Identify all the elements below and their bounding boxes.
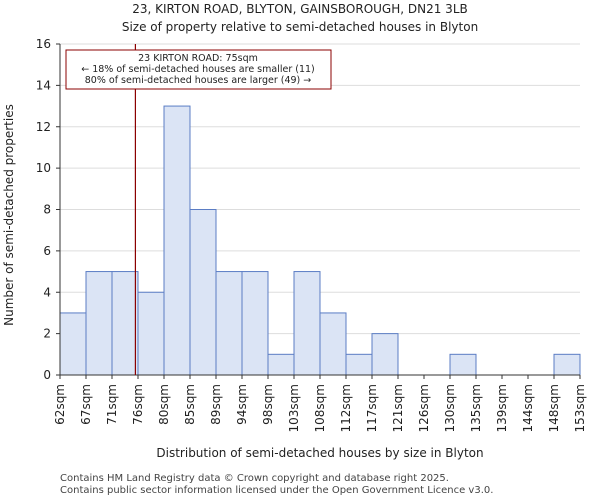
y-axis-label: Number of semi-detached properties: [2, 104, 16, 326]
bar-67sqm: [85, 271, 113, 376]
x-tick-label: 98sqm: [261, 384, 275, 425]
y-tick-label: 8: [43, 203, 51, 217]
y-tick-label: 4: [43, 285, 51, 299]
bar-148sqm: [553, 353, 581, 376]
bar-108sqm: [319, 312, 347, 376]
x-tick-label: 153sqm: [573, 384, 587, 432]
x-tick-label: 62sqm: [53, 384, 67, 425]
x-tick-label: 139sqm: [495, 384, 509, 432]
x-tick-label: 108sqm: [313, 384, 327, 432]
bar-85sqm: [189, 209, 217, 376]
x-tick-label: 76sqm: [131, 384, 145, 425]
x-tick-label: 126sqm: [417, 384, 431, 432]
annotation-box: [65, 49, 332, 90]
y-tick-label: 14: [36, 78, 51, 92]
bar-103sqm: [293, 271, 321, 376]
annotation-line3: 80% of semi-detached houses are larger (…: [85, 75, 312, 86]
chart-title-line1: 23, KIRTON ROAD, BLYTON, GAINSBOROUGH, D…: [132, 2, 468, 16]
footer-line1: Contains HM Land Registry data © Crown c…: [60, 473, 449, 484]
x-tick-label: 148sqm: [547, 384, 561, 432]
y-tick-label: 6: [43, 244, 51, 258]
x-axis-label: Distribution of semi-detached houses by …: [156, 446, 483, 460]
y-tick-label: 16: [36, 37, 51, 51]
bar-117sqm: [371, 333, 399, 376]
bar-89sqm: [215, 271, 243, 376]
footer-line2: Contains public sector information licen…: [60, 485, 494, 496]
x-tick-label: 85sqm: [183, 384, 197, 425]
bar-98sqm: [267, 353, 295, 376]
bar-76sqm: [137, 291, 165, 376]
x-tick-label: 135sqm: [469, 384, 483, 432]
x-tick-label: 144sqm: [521, 384, 535, 432]
x-tick-label: 89sqm: [209, 384, 223, 425]
bar-112sqm: [345, 353, 373, 376]
bar-80sqm: [163, 105, 191, 376]
y-tick-label: 0: [43, 368, 51, 382]
y-tick-label: 2: [43, 327, 51, 341]
bar-130sqm: [449, 353, 477, 376]
bar-62sqm: [59, 312, 87, 376]
annotation-line2: ← 18% of semi-detached houses are smalle…: [81, 64, 315, 75]
y-tick-label: 12: [36, 120, 51, 134]
chart-title-line2: Size of property relative to semi-detach…: [122, 20, 478, 34]
x-tick-label: 130sqm: [443, 384, 457, 432]
x-tick-label: 67sqm: [79, 384, 93, 425]
x-tick-label: 94sqm: [235, 384, 249, 425]
annotation-line1: 23 KIRTON ROAD: 75sqm: [138, 53, 258, 64]
x-tick-label: 103sqm: [287, 384, 301, 432]
x-tick-label: 71sqm: [105, 384, 119, 425]
bar-94sqm: [241, 271, 269, 376]
x-tick-label: 117sqm: [365, 384, 379, 432]
y-tick-label: 10: [36, 161, 51, 175]
x-tick-label: 80sqm: [157, 384, 171, 425]
x-tick-label: 121sqm: [391, 384, 405, 432]
x-tick-label: 112sqm: [339, 384, 353, 432]
bar-71sqm: [111, 271, 139, 376]
